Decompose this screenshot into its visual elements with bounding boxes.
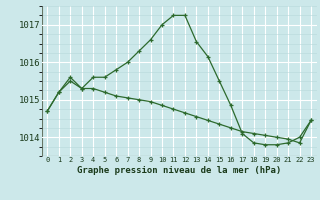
X-axis label: Graphe pression niveau de la mer (hPa): Graphe pression niveau de la mer (hPa) (77, 166, 281, 175)
